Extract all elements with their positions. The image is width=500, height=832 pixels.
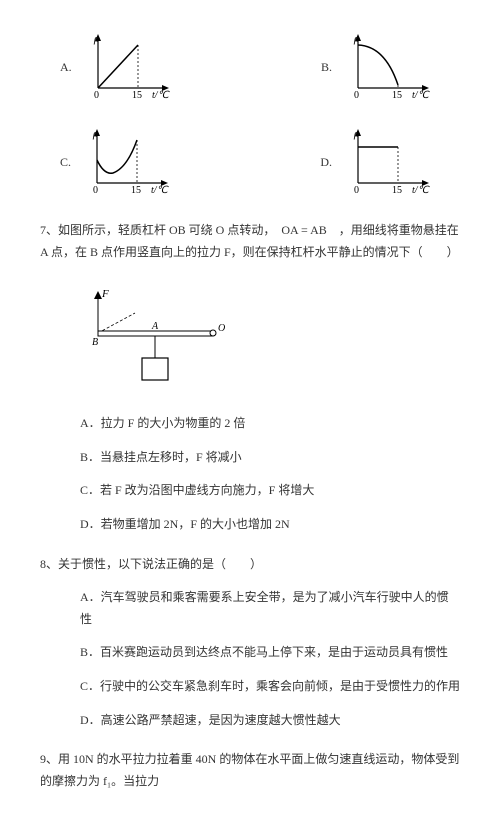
q8-option-A: A．汽车驾驶员和乘客需要系上安全带，是为了减小汽车行驶中人的惯性	[80, 587, 460, 630]
chart-D-label: D.	[320, 152, 332, 174]
chart-A-label: A.	[60, 57, 72, 79]
chart-D-svg: ρ 0 15 t/℃	[340, 125, 440, 200]
x-axis-label: t/℃	[152, 90, 171, 101]
svg-text:t/℃: t/℃	[412, 90, 431, 101]
O-label: O	[218, 323, 225, 334]
q7-option-C: C．若 F 改为沿图中虚线方向施力，F 将增大	[80, 480, 460, 502]
B-label: B	[92, 337, 98, 348]
q7-option-A: A．拉力 F 的大小为物重的 2 倍	[80, 413, 460, 435]
chart-B: B. ρ 0 15 t/℃	[321, 30, 440, 105]
chart-row-1: A. ρ 0 15 t/℃ B. ρ 0 15 t/℃	[40, 30, 460, 105]
svg-text:t/℃: t/℃	[412, 185, 431, 196]
chart-B-svg: ρ 0 15 t/℃	[340, 30, 440, 105]
question-8-text: 8、关于惯性，以下说法正确的是（ ）	[40, 554, 460, 576]
svg-text:0: 0	[354, 185, 359, 196]
chart-A-svg: ρ 0 15 t/℃	[80, 30, 180, 105]
svg-text:15: 15	[392, 185, 402, 196]
q8-option-C: C．行驶中的公交车紧急刹车时，乘客会向前倾，是由于受惯性力的作用	[80, 676, 460, 698]
svg-text:t/℃: t/℃	[151, 185, 170, 196]
svg-text:0: 0	[93, 185, 98, 196]
q7-option-B: B．当悬挂点左移时，F 将减小	[80, 447, 460, 469]
F-label: F	[101, 288, 109, 300]
chart-B-label: B.	[321, 57, 332, 79]
svg-text:15: 15	[392, 90, 402, 101]
origin: 0	[94, 90, 99, 101]
question-7-text: 7、如图所示，轻质杠杆 OB 可绕 O 点转动， OA = AB ，用细线将重物…	[40, 220, 460, 263]
svg-text:0: 0	[354, 90, 359, 101]
chart-row-2: C. ρ 0 15 t/℃ D. ρ 0 15 t/℃	[40, 125, 460, 200]
chart-A: A. ρ 0 15 t/℃	[60, 30, 180, 105]
q7-option-D: D．若物重增加 2N，F 的大小也增加 2N	[80, 514, 460, 536]
q8-options: A．汽车驾驶员和乘客需要系上安全带，是为了减小汽车行驶中人的惯性 B．百米赛跑运…	[80, 587, 460, 731]
svg-text:15: 15	[131, 185, 141, 196]
chart-C-label: C.	[60, 152, 71, 174]
q8-option-D: D．高速公路严禁超速，是因为速度越大惯性越大	[80, 710, 460, 732]
A-label: A	[151, 321, 159, 332]
x-tick: 15	[132, 90, 142, 101]
chart-C-svg: ρ 0 15 t/℃	[79, 125, 179, 200]
q8-option-B: B．百米赛跑运动员到达终点不能马上停下来，是由于运动员具有惯性	[80, 642, 460, 664]
chart-C: C. ρ 0 15 t/℃	[60, 125, 179, 200]
lever-diagram: F B A O	[80, 283, 460, 393]
q7-options: A．拉力 F 的大小为物重的 2 倍 B．当悬挂点左移时，F 将减小 C．若 F…	[80, 413, 460, 535]
question-9-text: 9、用 10N 的水平拉力拉着重 40N 的物体在水平面上做匀速直线运动，物体受…	[40, 749, 460, 792]
chart-D: D. ρ 0 15 t/℃	[320, 125, 440, 200]
